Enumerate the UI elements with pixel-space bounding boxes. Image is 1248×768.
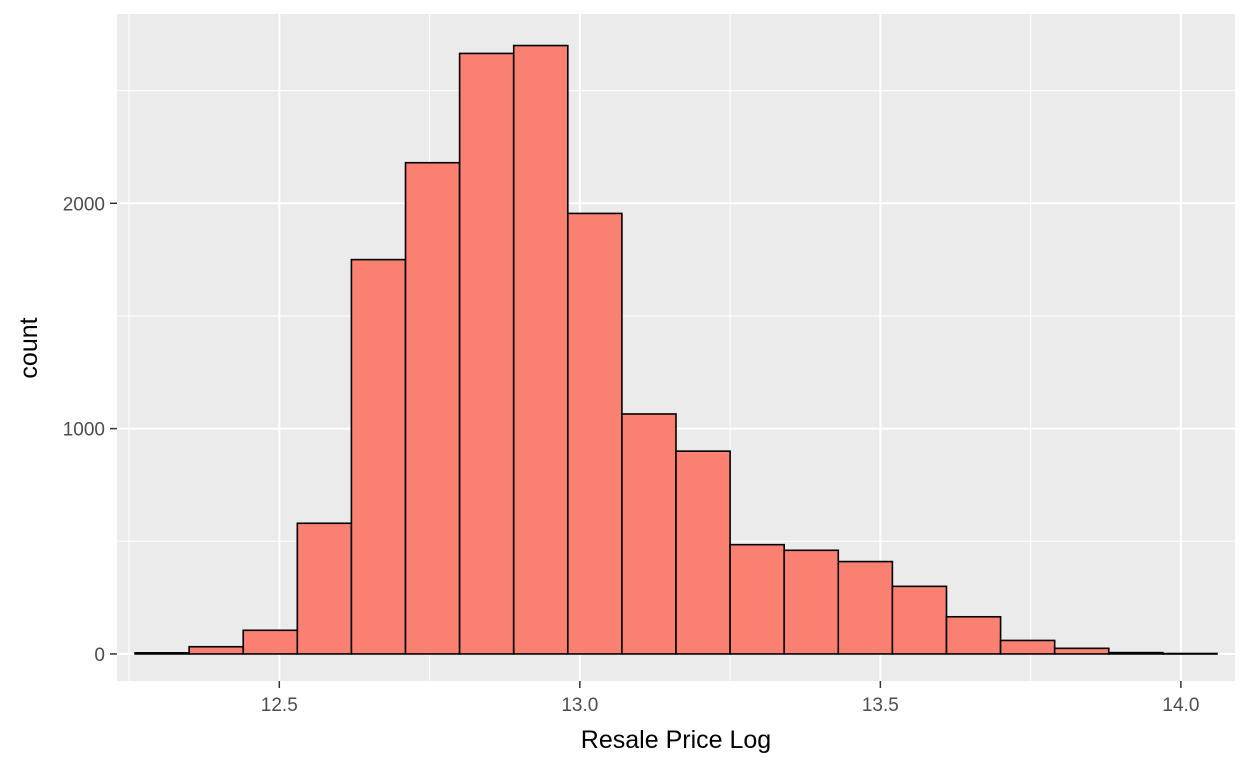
y-tick-label: 1000 bbox=[63, 420, 105, 441]
y-axis: 0 1000 2000 bbox=[63, 194, 117, 666]
y-tick-label: 0 bbox=[94, 645, 105, 666]
histogram-bar bbox=[945, 615, 1002, 655]
histogram-bar bbox=[134, 652, 190, 655]
histogram-bar bbox=[621, 413, 677, 655]
y-axis-title: count bbox=[15, 317, 43, 378]
x-tick-label: 13.0 bbox=[561, 695, 598, 716]
histogram-bar bbox=[512, 44, 569, 655]
histogram-bar bbox=[891, 585, 948, 655]
histogram-bar bbox=[675, 450, 731, 655]
histogram-bars bbox=[134, 44, 1218, 655]
histogram-bar bbox=[1107, 651, 1164, 655]
histogram-bar bbox=[350, 258, 407, 655]
histogram-bar bbox=[567, 212, 623, 655]
histogram-bar bbox=[837, 560, 894, 655]
histogram-bar bbox=[296, 522, 353, 655]
histogram-bar bbox=[188, 645, 245, 655]
x-tick-label: 14.0 bbox=[1162, 695, 1199, 716]
x-axis-title: Resale Price Log bbox=[581, 726, 771, 754]
x-axis: 12.5 13.0 13.5 14.0 bbox=[261, 681, 1199, 716]
histogram-bar bbox=[458, 52, 515, 655]
y-tick-label: 2000 bbox=[63, 194, 105, 215]
histogram-bar bbox=[729, 543, 785, 655]
histogram-bar bbox=[783, 549, 840, 655]
x-tick-label: 12.5 bbox=[261, 695, 298, 716]
histogram-bar bbox=[999, 639, 1056, 655]
histogram-bar bbox=[1053, 647, 1110, 655]
x-tick-label: 13.5 bbox=[862, 695, 899, 716]
histogram-bar bbox=[1162, 652, 1218, 655]
histogram-bar bbox=[242, 629, 299, 655]
histogram-bar bbox=[404, 161, 461, 655]
